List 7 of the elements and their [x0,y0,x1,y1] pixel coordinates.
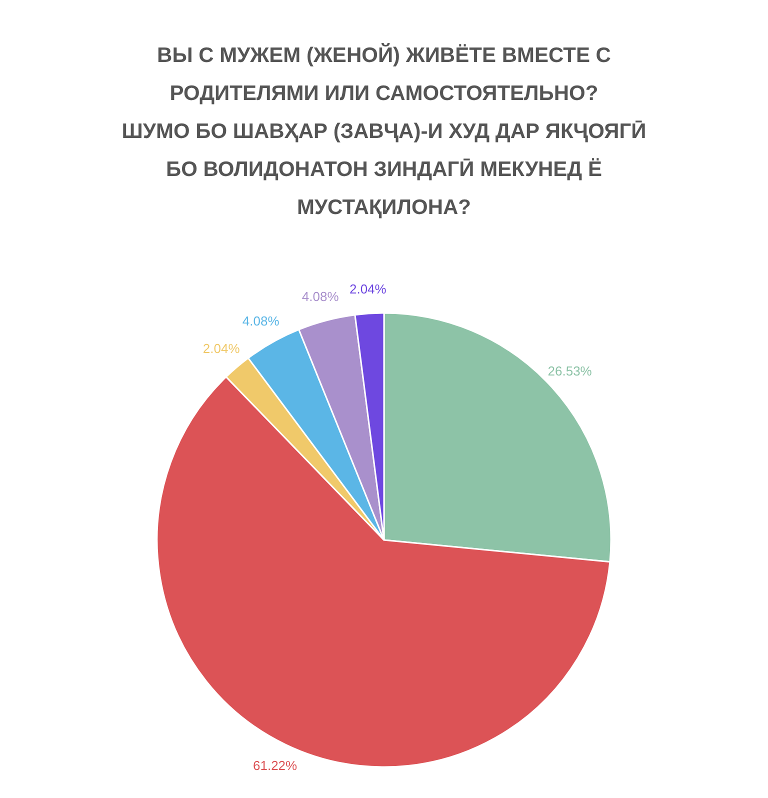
data-label: 2.04% [202,340,240,356]
chart-title: ВЫ С МУЖЕМ (ЖЕНОЙ) ЖИВЁТЕ ВМЕСТЕ С РОДИТЕЛЯМИ ИЛИ САМОСТОЯТЕЛЬНО? ШУМО БО ШАВҲАР (ЗАВҶА)-И ХУД ДАР ЯКҶОЯГӢ БО ВОЛИДОНАТОН ЗИНДАГӢ МЕКУНЕД Ё МУСТАҚИЛОНА? [122,42,646,219]
data-label: 26.53% [548,363,592,378]
data-label: 61.22% [253,758,298,774]
data-label: 4.08% [302,289,340,304]
data-label: 4.08% [242,313,280,328]
data-label: 2.04% [349,282,387,297]
